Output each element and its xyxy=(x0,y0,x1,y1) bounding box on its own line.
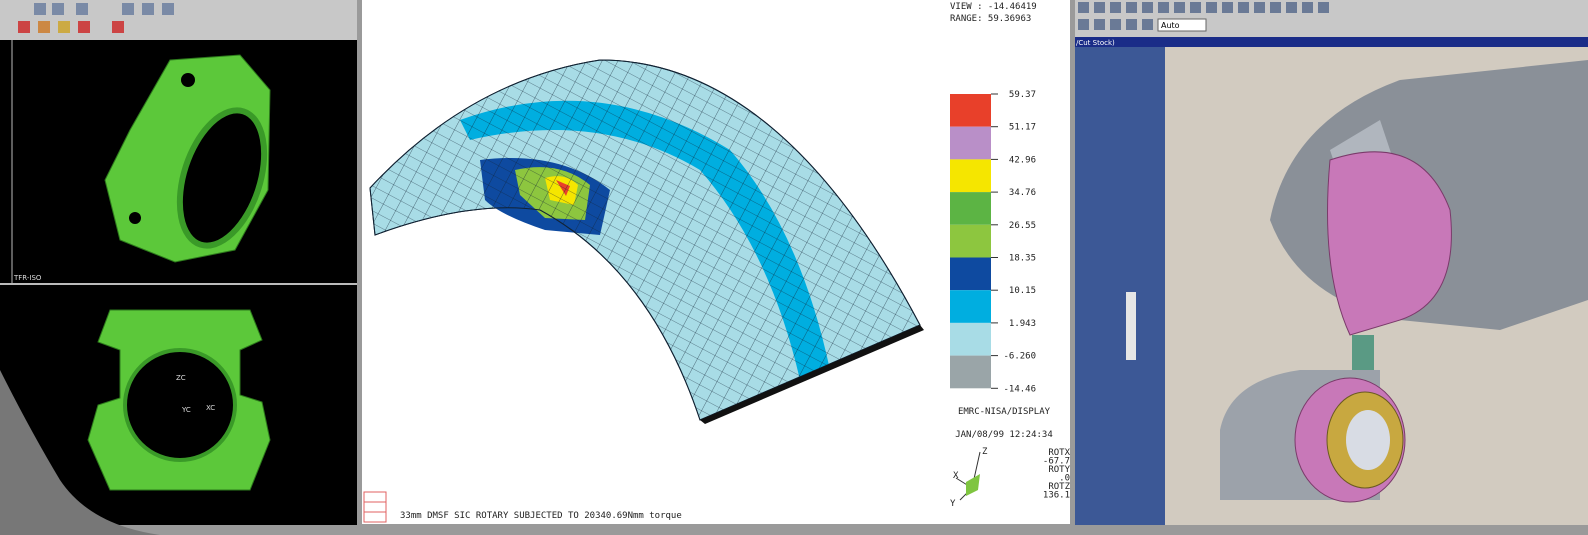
rotation-text: ROTX xyxy=(1048,448,1070,458)
toolbar-icons xyxy=(18,3,174,33)
legend-swatch xyxy=(950,290,991,323)
range-info: RANGE: 59.36963 xyxy=(950,14,1031,24)
axis-label: Y xyxy=(950,499,956,509)
dropdown-value: Auto xyxy=(1161,21,1180,30)
legend-label: 34.76 xyxy=(1009,188,1036,198)
axis-label: YC xyxy=(181,406,191,414)
legend-label: 26.55 xyxy=(1009,221,1036,231)
axis-triad xyxy=(955,451,981,501)
cam-panel: Auto /Cut Stock) xyxy=(1075,0,1588,525)
legend-label: 18.35 xyxy=(1009,254,1036,264)
legend-swatch xyxy=(950,257,991,291)
window-title: /Cut Stock) xyxy=(1076,39,1115,47)
machine xyxy=(1220,60,1588,503)
legend-label: 1.943 xyxy=(1009,319,1036,329)
legend-label: -14.46 xyxy=(1003,384,1036,394)
legend-label: -6.260 xyxy=(1003,352,1036,362)
rotation-text: ROTZ xyxy=(1048,482,1070,492)
rotation-text: 136.1 xyxy=(1043,491,1070,501)
view-label: TFR-ISO xyxy=(13,274,42,282)
legend-label: 51.17 xyxy=(1009,123,1036,133)
legend-swatch xyxy=(950,159,991,193)
toolbar-icons xyxy=(1078,2,1329,30)
rotation-text: -67.7 xyxy=(1043,457,1070,467)
timestamp: JAN/08/99 12:24:34 xyxy=(955,430,1053,440)
mesh-model xyxy=(369,59,924,424)
view-info: VIEW : -14.46419 xyxy=(950,2,1037,12)
axis-label: XC xyxy=(206,404,215,412)
axis-label: X xyxy=(953,471,959,481)
legend-swatch xyxy=(950,126,991,160)
decoration xyxy=(0,370,160,535)
fea-panel: VIEW : -14.46419 RANGE: 59.36963 59.37 51… xyxy=(362,0,1071,524)
fixture-wall xyxy=(1075,47,1165,525)
logo xyxy=(363,491,387,523)
legend-label: 59.37 xyxy=(1009,90,1036,100)
rotation-text: .0 xyxy=(1059,474,1070,484)
legend-label: 10.15 xyxy=(1009,286,1036,296)
dropdown[interactable] xyxy=(1157,18,1207,32)
program-name: EMRC-NISA/DISPLAY xyxy=(958,407,1051,417)
color-legend: 59.37 51.17 42.96 34.76 26.55 18.35 10.15 1.943… xyxy=(950,90,1036,394)
legend-swatch xyxy=(950,355,991,389)
part-top xyxy=(87,309,271,491)
cad-panel: TFR-ISO ZC YC XC xyxy=(0,0,357,535)
axis-label: ZC xyxy=(176,374,186,382)
caption: 33mm DMSF SIC ROTARY SUBJECTED TO 20340.… xyxy=(400,511,682,521)
legend-swatch xyxy=(950,192,991,225)
part-iso xyxy=(104,54,271,263)
title-bar xyxy=(1075,37,1588,47)
rotation-text: ROTY xyxy=(1048,465,1070,475)
legend-swatch xyxy=(950,94,991,127)
legend-swatch xyxy=(950,322,991,356)
legend-label: 42.96 xyxy=(1009,155,1036,165)
axis-label: Z xyxy=(982,447,988,457)
slot xyxy=(1126,292,1136,360)
legend-swatch xyxy=(950,224,991,258)
